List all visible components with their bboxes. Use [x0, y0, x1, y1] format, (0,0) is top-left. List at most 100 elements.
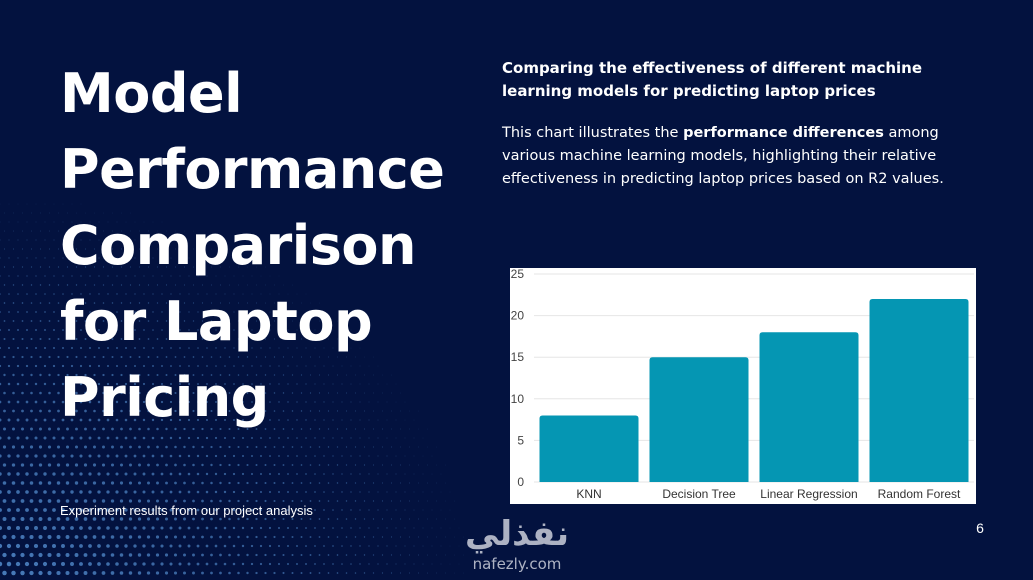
halftone-dot — [237, 517, 240, 521]
halftone-dot — [47, 499, 52, 503]
halftone-dot — [250, 490, 254, 494]
halftone-dot — [74, 445, 79, 449]
halftone-dot — [300, 446, 303, 448]
halftone-dot — [11, 517, 16, 521]
halftone-dot — [436, 446, 437, 448]
halftone-dot — [137, 481, 142, 485]
halftone-dot — [3, 355, 6, 359]
halftone-dot — [350, 563, 352, 565]
halftone-dot — [11, 552, 16, 558]
halftone-dot — [309, 482, 312, 484]
halftone-dot — [30, 248, 33, 250]
halftone-dot — [7, 418, 11, 422]
halftone-dot — [287, 491, 289, 493]
halftone-dot — [359, 545, 361, 547]
halftone-dot — [52, 490, 56, 494]
halftone-dot — [17, 293, 19, 295]
halftone-dot — [445, 572, 446, 574]
halftone-dot — [53, 221, 55, 223]
halftone-dot — [318, 554, 321, 556]
halftone-dot — [39, 248, 42, 250]
halftone-dot — [29, 534, 34, 540]
halftone-dot — [183, 445, 186, 449]
halftone-dot — [110, 535, 115, 539]
halftone-dot — [128, 571, 133, 575]
halftone-dot — [142, 562, 146, 566]
halftone-dot — [7, 436, 11, 440]
halftone-dot — [7, 400, 11, 404]
halftone-dot — [336, 464, 339, 466]
halftone-dot — [350, 527, 352, 529]
halftone-dot — [106, 472, 110, 476]
halftone-dot — [183, 535, 186, 539]
halftone-dot — [386, 545, 388, 547]
y-tick-label: 0 — [517, 475, 524, 489]
halftone-dot — [11, 481, 16, 485]
halftone-dot — [13, 212, 14, 214]
halftone-dot — [88, 472, 92, 476]
halftone-dot — [52, 400, 56, 404]
halftone-dot — [21, 302, 24, 304]
halftone-dot — [35, 203, 37, 205]
halftone-dot — [327, 464, 330, 466]
halftone-dot — [377, 491, 379, 493]
halftone-dot — [345, 572, 348, 574]
halftone-dot — [445, 536, 446, 538]
halftone-dot — [214, 562, 218, 566]
halftone-dot — [449, 491, 451, 493]
halftone-dot — [183, 481, 186, 485]
halftone-dot — [52, 436, 56, 440]
halftone-dot — [363, 536, 366, 538]
halftone-dot — [273, 571, 276, 575]
halftone-dot — [97, 436, 101, 440]
halftone-dot — [192, 535, 195, 539]
halftone-dot — [246, 571, 249, 575]
halftone-dot — [201, 445, 204, 449]
halftone-dot — [174, 445, 177, 449]
halftone-dot — [165, 481, 168, 485]
halftone-dot — [48, 284, 51, 286]
halftone-dot — [241, 526, 245, 530]
halftone-dot — [151, 472, 155, 476]
halftone-dot — [119, 553, 124, 557]
halftone-dot — [273, 446, 276, 448]
halftone-dot — [404, 491, 406, 493]
halftone-dot — [219, 571, 222, 575]
halftone-dot — [183, 553, 186, 557]
halftone-dot — [106, 562, 110, 566]
halftone-dot — [137, 535, 142, 539]
halftone-dot — [44, 329, 46, 331]
halftone-dot — [124, 490, 128, 494]
halftone-dot — [40, 212, 41, 214]
halftone-dot — [133, 472, 137, 476]
halftone-dot — [101, 481, 106, 485]
halftone-dot — [246, 481, 249, 485]
halftone-dot — [273, 553, 276, 557]
halftone-dot — [273, 482, 276, 484]
bar-chart-svg: 0 5 10 15 20 25 KNN Decision Tree Linear Regress… — [511, 268, 974, 501]
halftone-dot — [291, 446, 294, 448]
halftone-dot — [29, 552, 34, 558]
halftone-dot — [8, 239, 10, 241]
halftone-dot — [48, 320, 51, 322]
halftone-dot — [219, 553, 222, 557]
halftone-dot — [318, 536, 321, 538]
halftone-dot — [34, 472, 38, 476]
halftone-dot — [409, 500, 410, 502]
halftone-dot — [219, 481, 222, 485]
halftone-dot — [196, 562, 200, 566]
halftone-dot — [169, 526, 173, 530]
halftone-dot — [56, 570, 61, 576]
halftone-dot — [345, 464, 348, 466]
halftone-dot — [241, 472, 245, 476]
halftone-dot — [386, 527, 388, 529]
watermark-latin-text: nafezly.com — [472, 555, 562, 573]
halftone-dot — [34, 526, 38, 530]
halftone-dot — [169, 454, 173, 458]
halftone-dot — [43, 346, 47, 350]
halftone-dot — [33, 543, 39, 549]
halftone-dot — [39, 302, 42, 304]
halftone-dot — [395, 455, 397, 457]
halftone-dot — [52, 418, 56, 422]
halftone-dot — [282, 517, 285, 521]
